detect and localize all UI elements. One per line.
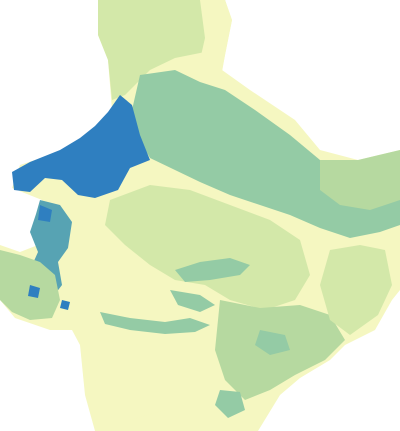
blue-spot-3	[60, 300, 70, 310]
central-highlands	[105, 185, 310, 310]
western-deccan	[95, 340, 180, 420]
northern-plateau	[200, 0, 232, 80]
teal-patch-2	[255, 330, 290, 355]
narmada-valley	[100, 312, 210, 334]
teal-patch-3	[215, 390, 245, 418]
son-valley	[175, 258, 250, 282]
eastern-plain	[320, 150, 400, 210]
thar-desert	[12, 95, 150, 198]
himalaya-region	[98, 0, 230, 100]
blue-spot-2	[28, 285, 40, 298]
eastern-ghats	[320, 245, 392, 335]
teal-patch-1	[170, 290, 215, 312]
blue-spot-1	[38, 205, 52, 222]
